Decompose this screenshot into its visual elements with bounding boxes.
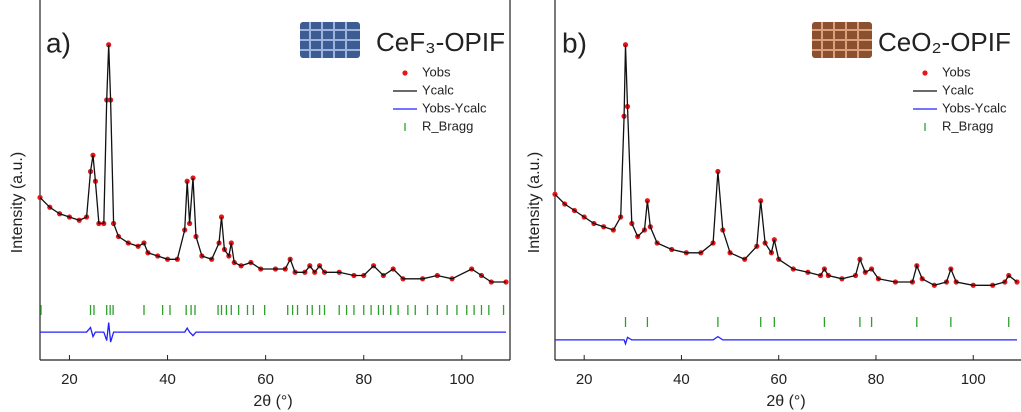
x-tick-label: 60	[257, 371, 274, 388]
y-axis-label: Intensity (a.u.)	[9, 152, 26, 253]
series-line	[555, 335, 1017, 346]
legend-label: Yobs	[422, 64, 451, 79]
x-axis-label: 2θ (°)	[253, 393, 292, 410]
legend-label: Yobs-Ycalc	[942, 100, 1007, 115]
x-tick-label: 40	[673, 371, 690, 388]
legend-label: Yobs-Ycalc	[422, 100, 487, 115]
x-tick-label: 100	[961, 371, 986, 388]
panel-label: a)	[46, 27, 71, 58]
x-tick-label: 20	[576, 371, 593, 388]
x-tick-label: 100	[449, 371, 474, 388]
x-tick-label: 80	[355, 371, 372, 388]
legend-marker	[402, 70, 408, 76]
obs-point	[622, 42, 629, 48]
chart-title: CeO₂-OPIF	[878, 27, 1011, 57]
series-line	[39, 44, 506, 283]
legend-label: R_Bragg	[942, 118, 993, 133]
panel-label: b)	[562, 27, 587, 58]
obs-point	[106, 42, 112, 48]
series-line	[40, 322, 506, 343]
legend-label: R_Bragg	[422, 118, 473, 133]
series-line	[554, 44, 1018, 286]
x-tick-label: 20	[61, 371, 78, 388]
legend-marker	[922, 70, 928, 76]
x-tick-label: 80	[868, 371, 885, 388]
chart-title: CeF₃-OPIF	[376, 27, 505, 57]
x-tick-label: 60	[770, 371, 787, 388]
x-tick-label: 40	[159, 371, 176, 388]
x-axis-label: 2θ (°)	[766, 393, 805, 410]
icon-ceo2	[812, 22, 872, 58]
legend-label: Ycalc	[422, 82, 454, 97]
icon-cef3	[300, 22, 360, 58]
legend-label: Yobs	[942, 64, 971, 79]
y-axis-label: Intensity (a.u.)	[526, 152, 543, 253]
legend-label: Ycalc	[942, 82, 974, 97]
